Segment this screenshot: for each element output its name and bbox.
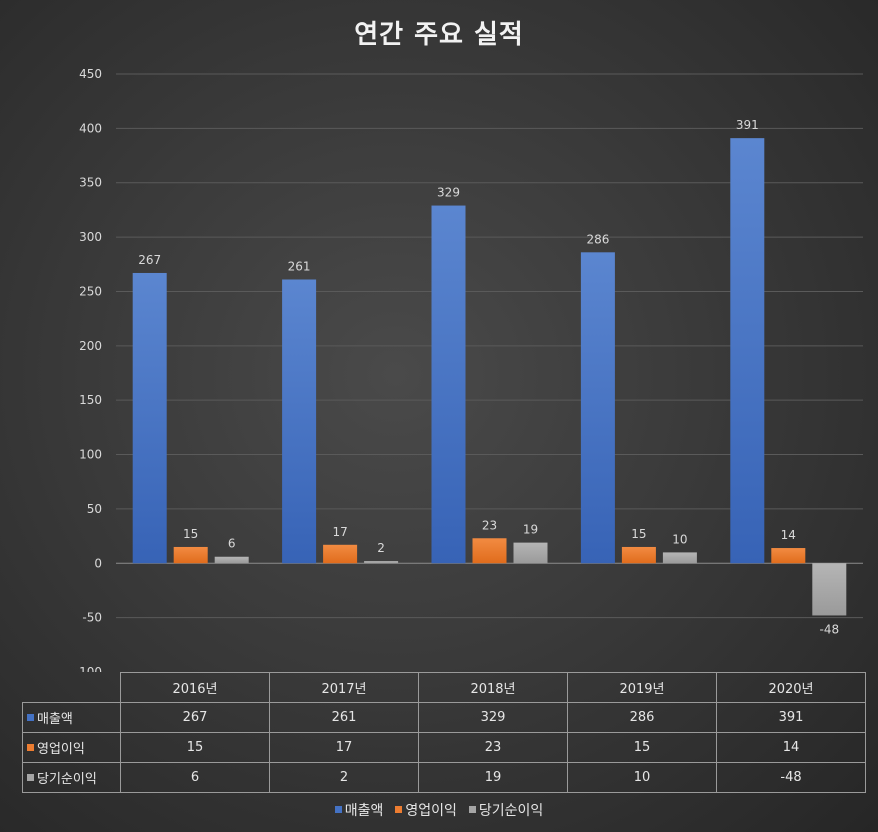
bar-당기순이익-2020년: [812, 563, 847, 616]
table-row-header: 매출액: [22, 702, 121, 733]
y-tick-label: 50: [87, 502, 102, 516]
legend-swatch: [468, 806, 476, 813]
data-label: 286: [586, 232, 609, 246]
bar-당기순이익-2017년: [364, 561, 399, 564]
table-cell: 23: [418, 732, 568, 763]
table-column-header: 2019년: [567, 672, 717, 703]
table-column-header: 2017년: [269, 672, 419, 703]
bar-매출액-2016년: [132, 272, 167, 564]
table-cell: 286: [567, 702, 717, 733]
table-row-header: 당기순이익: [22, 762, 121, 793]
table-column-header: 2016년: [120, 672, 270, 703]
data-label: 23: [482, 518, 497, 532]
bars: [132, 138, 847, 616]
y-tick-label: -100: [75, 665, 102, 672]
y-tick-label: 200: [79, 339, 102, 353]
table-cell: 10: [567, 762, 717, 793]
table-corner: [23, 673, 121, 703]
y-tick-label: 400: [79, 121, 102, 135]
bar-당기순이익-2016년: [214, 556, 249, 564]
table-cell: 261: [269, 702, 419, 733]
table-cell: 2: [269, 762, 419, 793]
table-row-header: 영업이익: [22, 732, 121, 763]
bar-영업이익-2019년: [621, 546, 656, 564]
table-cell: 14: [716, 732, 866, 763]
table-column-header: 2020년: [716, 672, 866, 703]
data-label: 15: [183, 527, 198, 541]
y-tick-label: 150: [79, 393, 102, 407]
table-cell: 15: [120, 732, 270, 763]
legend-key-swatch: [27, 714, 34, 721]
chart-title: 연간 주요 실적: [354, 20, 524, 50]
y-tick-label: 0: [94, 556, 102, 570]
data-label: -48: [819, 622, 839, 636]
table-cell: 17: [269, 732, 419, 763]
legend-item: 매출액: [334, 800, 384, 820]
bar-매출액-2017년: [282, 279, 317, 564]
bar-영업이익-2018년: [472, 538, 507, 564]
y-tick-label: 350: [79, 176, 102, 190]
bar-매출액-2019년: [580, 252, 615, 564]
plot-area: 450 400 350 300 250 200 150 100 50 0 -50 -100 267 15…: [75, 67, 863, 672]
data-label: 267: [138, 253, 161, 267]
bar-당기순이익-2019년: [662, 552, 697, 564]
data-label: 2: [377, 541, 385, 555]
data-labels: 267 15 6 261 17 2 329 23 19 286 15 10 391 14 -48: [138, 118, 839, 636]
y-tick-label: 300: [79, 230, 102, 244]
table-header-row: 2016년 2017년 2018년 2019년 2020년: [23, 672, 866, 703]
data-label: 6: [228, 537, 236, 551]
bar-매출액-2018년: [431, 205, 466, 564]
bar-매출액-2020년: [730, 138, 765, 564]
y-tick-label: 250: [79, 284, 102, 298]
data-label: 14: [781, 528, 796, 542]
data-label: 17: [332, 525, 347, 539]
table-cell: 6: [120, 762, 270, 793]
legend-swatch: [334, 806, 342, 813]
y-axis: 450 400 350 300 250 200 150 100 50 0 -50 -100: [75, 67, 102, 672]
legend-item: 당기순이익: [468, 800, 544, 820]
data-label: 19: [523, 523, 538, 537]
table-cell: 391: [716, 702, 866, 733]
legend-label: 당기순이익: [478, 803, 544, 819]
y-tick-label: 100: [79, 448, 102, 462]
table-cell: 19: [418, 762, 568, 793]
data-label: 10: [672, 532, 687, 546]
table-cell: 15: [567, 732, 717, 763]
table-row: 매출액 267 261 329 286 391: [22, 702, 866, 733]
table-column-header: 2018년: [418, 672, 568, 703]
table-cell: -48: [716, 762, 866, 793]
data-label: 15: [631, 527, 646, 541]
bar-영업이익-2017년: [323, 544, 358, 564]
bar-영업이익-2016년: [173, 546, 208, 564]
legend-key-swatch: [27, 744, 34, 751]
y-tick-label: -50: [82, 611, 102, 625]
legend-item: 영업이익: [395, 800, 457, 820]
table-cell: 267: [120, 702, 270, 733]
data-table: 2016년 2017년 2018년 2019년 2020년 매출액 267 261 329 286…: [22, 672, 866, 793]
bar-당기순이익-2018년: [513, 542, 548, 564]
legend-key-swatch: [27, 774, 34, 781]
legend: 매출액 영업이익 당기순이익: [0, 800, 878, 820]
data-label: 329: [437, 186, 460, 200]
legend-label: 영업이익: [405, 803, 457, 819]
data-label: 261: [288, 259, 311, 273]
table-row: 당기순이익 6 2 19 10 -48: [22, 762, 866, 793]
table-row: 영업이익 15 17 23 15 14: [22, 732, 866, 763]
legend-swatch: [395, 806, 403, 813]
y-tick-label: 450: [79, 67, 102, 81]
data-label: 391: [736, 118, 759, 132]
bar-영업이익-2020년: [771, 548, 806, 564]
legend-label: 매출액: [344, 803, 384, 819]
table-cell: 329: [418, 702, 568, 733]
